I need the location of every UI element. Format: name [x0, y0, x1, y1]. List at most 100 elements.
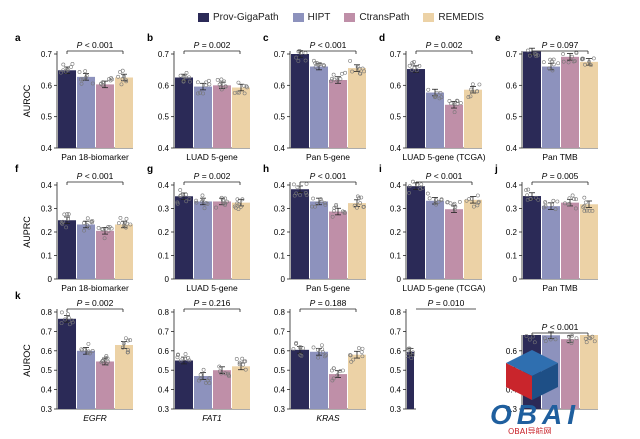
data-point: [525, 48, 530, 53]
y-tick-label: 0.8: [390, 308, 402, 317]
panel-letter: e: [495, 33, 501, 44]
data-point: [201, 367, 206, 372]
y-tick-label: 0.4: [41, 386, 53, 395]
data-point: [524, 188, 528, 193]
y-tick-label: 0.4: [506, 386, 518, 395]
y-tick-label: 0.2: [390, 228, 402, 237]
y-axis-label: AUPRC: [22, 216, 32, 248]
data-point: [567, 196, 572, 201]
data-point: [316, 355, 321, 360]
category-label: LUAD 5-gene (TCGA): [402, 283, 485, 293]
data-point: [236, 202, 241, 207]
data-point: [352, 203, 357, 208]
y-tick-label: 0.2: [506, 228, 518, 237]
data-point: [294, 55, 299, 60]
data-point: [126, 348, 130, 352]
data-point: [87, 351, 92, 356]
data-point: [574, 197, 578, 202]
data-point: [570, 339, 574, 344]
data-point: [69, 65, 73, 69]
data-point: [125, 221, 130, 226]
bar: [213, 201, 231, 279]
data-point: [526, 187, 531, 192]
data-point: [86, 341, 91, 346]
data-point: [67, 322, 72, 327]
p-value-label: P = 0.097: [542, 40, 579, 50]
panel-letter: k: [15, 291, 21, 302]
y-tick-label: 0.8: [274, 308, 286, 317]
data-point: [320, 343, 324, 348]
data-point: [184, 70, 189, 75]
legend-swatch: [292, 13, 304, 22]
data-point: [61, 219, 65, 224]
data-point: [124, 79, 129, 84]
data-point: [126, 350, 130, 355]
p-value-label: P < 0.001: [542, 322, 579, 332]
data-point: [419, 182, 424, 187]
data-point: [126, 338, 131, 343]
data-point: [102, 236, 107, 241]
data-point: [343, 70, 348, 75]
data-point: [357, 196, 362, 200]
panel-letter: f: [15, 164, 19, 175]
data-point: [531, 334, 535, 339]
y-tick-label: 0.1: [274, 252, 286, 261]
data-point: [414, 68, 419, 73]
data-point: [109, 76, 114, 80]
y-tick-label: 0.7: [41, 327, 53, 336]
data-point: [315, 201, 319, 206]
p-value-label: P = 0.188: [310, 298, 347, 308]
bar: [175, 196, 193, 279]
data-point: [311, 345, 316, 350]
data-point: [182, 74, 186, 79]
bar: [115, 224, 133, 279]
y-tick-label: 0.8: [41, 308, 53, 317]
data-point: [198, 372, 203, 377]
p-value-label: P < 0.001: [77, 40, 114, 50]
data-point: [434, 197, 438, 202]
y-tick-label: 0.4: [41, 181, 53, 190]
y-tick-label: 0.4: [506, 144, 518, 153]
y-tick-label: 0.3: [390, 205, 402, 214]
data-point: [332, 77, 337, 82]
bar: [291, 349, 309, 409]
data-point: [331, 376, 336, 381]
data-point: [223, 203, 227, 207]
data-point: [241, 362, 246, 367]
p-value-label: P < 0.001: [77, 171, 114, 181]
data-point: [106, 359, 110, 364]
category-label: EGFR: [83, 413, 107, 423]
data-point: [357, 67, 362, 71]
data-point: [477, 82, 482, 87]
legend-item: REMEDIS: [423, 12, 484, 23]
bar: [561, 56, 579, 148]
data-point: [331, 72, 336, 77]
bar: [213, 370, 231, 409]
data-point: [204, 83, 208, 88]
data-point: [65, 212, 70, 216]
data-point: [316, 347, 321, 352]
data-point: [243, 367, 248, 372]
category-label: Pan TMB: [542, 283, 578, 293]
legend: Prov-GigaPath HIPT CtransPath REMEDIS: [198, 12, 484, 23]
data-point: [66, 212, 71, 217]
data-point: [350, 69, 355, 74]
data-point: [214, 205, 218, 210]
watermark-sub-text: OBAI导航网: [508, 426, 552, 434]
data-point: [452, 110, 457, 115]
data-point: [410, 353, 415, 357]
data-point: [223, 201, 228, 206]
y-tick-label: 0.8: [158, 308, 170, 317]
panel-letter: c: [263, 33, 269, 44]
y-tick-label: 0.5: [274, 113, 286, 122]
data-point: [205, 378, 210, 383]
y-tick-label: 0.3: [41, 205, 53, 214]
data-point: [304, 181, 309, 186]
p-value-label: P = 0.010: [428, 298, 465, 308]
y-tick-label: 0.6: [274, 81, 286, 90]
data-point: [425, 191, 430, 196]
data-point: [447, 99, 452, 103]
p-value-label: P < 0.001: [310, 40, 347, 50]
data-point: [551, 62, 556, 67]
data-point: [194, 198, 198, 203]
